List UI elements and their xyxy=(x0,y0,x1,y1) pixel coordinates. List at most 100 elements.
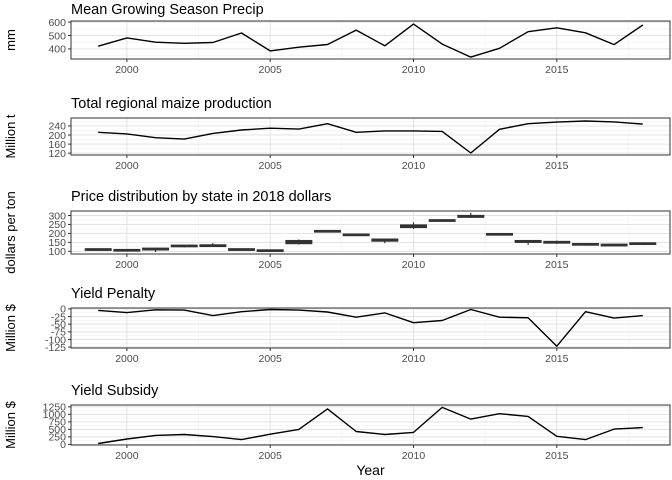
y-tick-label: -125 xyxy=(45,342,66,354)
box-2010 xyxy=(399,222,427,229)
panel-title: Price distribution by state in 2018 doll… xyxy=(71,189,331,205)
box-2003 xyxy=(199,243,227,248)
data-point xyxy=(498,47,501,50)
x-tick-label: 2005 xyxy=(259,450,283,462)
data-point xyxy=(183,42,186,45)
y-tick-label: 500 xyxy=(48,424,66,436)
y-axis-label: dollars per ton xyxy=(3,191,18,273)
x-tick-label: 2015 xyxy=(545,259,569,271)
x-tick-label: 2005 xyxy=(259,64,283,76)
data-point xyxy=(584,119,587,122)
box-2013 xyxy=(485,232,513,236)
data-point xyxy=(326,310,329,313)
y-tick-label: -75 xyxy=(51,327,66,339)
data-point xyxy=(441,406,444,409)
data-point xyxy=(355,430,358,433)
y-tick-label: 150 xyxy=(48,237,66,249)
data-point xyxy=(297,428,300,431)
data-point xyxy=(412,321,415,324)
data-point xyxy=(269,308,272,311)
data-point xyxy=(527,122,530,125)
x-tick-label: 2015 xyxy=(545,64,569,76)
data-point xyxy=(555,345,558,348)
data-point xyxy=(240,438,243,441)
panel-4: -125-100-75-50-250 2000 2005 2010 2015 Yield … xyxy=(3,286,671,365)
series-line xyxy=(98,308,643,347)
y-tick-label: -50 xyxy=(51,319,66,331)
data-point xyxy=(211,435,214,438)
data-point xyxy=(412,23,415,26)
data-point xyxy=(555,121,558,124)
panel-border xyxy=(70,307,671,349)
data-point xyxy=(183,138,186,141)
x-axis-label: Year xyxy=(356,462,385,478)
data-point xyxy=(613,428,616,431)
x-tick-label: 2010 xyxy=(402,450,426,462)
y-tick-label: -100 xyxy=(45,334,66,346)
series-line xyxy=(98,120,643,154)
y-tick-label: 120 xyxy=(48,148,66,160)
y-axis-label: Million t xyxy=(3,114,18,158)
data-point xyxy=(641,24,644,27)
y-tick-label: 100 xyxy=(48,246,66,258)
panel-border xyxy=(70,404,671,446)
x-tick-label: 2000 xyxy=(115,353,139,365)
y-axis-label: Million $ xyxy=(3,303,18,351)
data-point xyxy=(240,310,243,313)
data-point xyxy=(297,46,300,49)
data-point xyxy=(469,418,472,421)
data-point xyxy=(211,314,214,317)
panel-title: Total regional maize production xyxy=(71,96,272,112)
x-tick-label: 2000 xyxy=(115,64,139,76)
box-2012 xyxy=(457,212,485,218)
data-point xyxy=(469,56,472,59)
data-point xyxy=(469,151,472,154)
box-2014 xyxy=(514,239,542,245)
y-tick-label: 250 xyxy=(48,219,66,231)
x-tick-label: 2010 xyxy=(402,353,426,365)
y-tick-label: 240 xyxy=(48,121,66,133)
data-point xyxy=(355,316,358,319)
data-point xyxy=(326,122,329,125)
data-point xyxy=(527,415,530,418)
panel-title: Yield Penalty xyxy=(71,286,156,302)
y-axis-label: mm xyxy=(3,29,18,51)
data-point xyxy=(641,123,644,126)
box-2007 xyxy=(314,229,342,233)
data-point xyxy=(498,128,501,131)
y-tick-label: 600 xyxy=(48,17,66,29)
data-point xyxy=(584,310,587,313)
y-tick-label: 200 xyxy=(48,130,66,142)
panel-title: Mean Growing Season Precip xyxy=(71,2,264,18)
data-point xyxy=(641,314,644,317)
data-point xyxy=(125,437,128,440)
data-point xyxy=(383,44,386,47)
box-2018 xyxy=(629,242,657,245)
box-2000 xyxy=(113,248,141,252)
data-point xyxy=(240,129,243,132)
y-tick-label: 1000 xyxy=(43,409,67,421)
y-tick-label: 0 xyxy=(60,304,66,316)
data-point xyxy=(125,132,128,135)
data-point xyxy=(297,309,300,312)
data-point xyxy=(269,127,272,130)
x-tick-label: 2005 xyxy=(259,259,283,271)
data-point xyxy=(584,31,587,34)
y-tick-label: 250 xyxy=(48,432,66,444)
data-point xyxy=(97,309,100,312)
y-tick-label: 500 xyxy=(48,30,66,42)
box-2011 xyxy=(428,219,456,222)
y-tick-label: 160 xyxy=(48,139,66,151)
y-tick-label: 750 xyxy=(48,417,66,429)
data-point xyxy=(441,43,444,46)
x-tick-label: 2005 xyxy=(259,160,283,172)
y-tick-label: -25 xyxy=(51,311,66,323)
data-point xyxy=(97,45,100,48)
data-point xyxy=(383,129,386,132)
data-point xyxy=(527,30,530,33)
data-point xyxy=(498,412,501,415)
